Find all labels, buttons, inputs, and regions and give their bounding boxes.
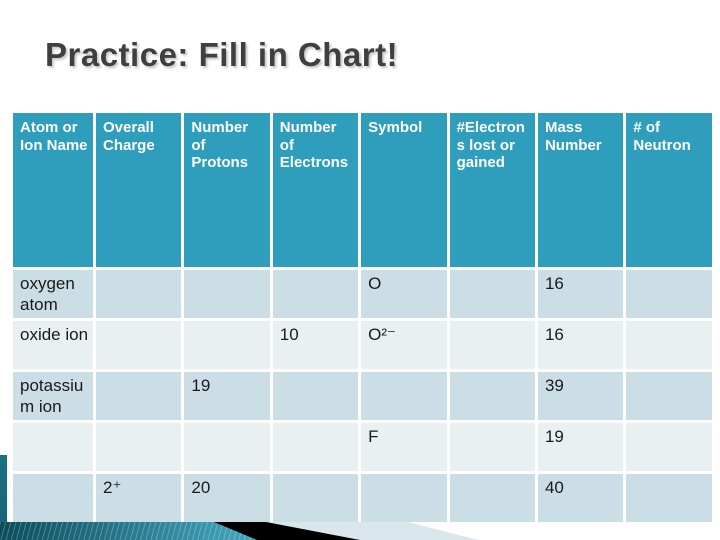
column-header-neutrons: # of Neutron — [623, 110, 715, 270]
cell-name: oxygen atom — [10, 267, 96, 321]
cell-symbol: F — [358, 420, 450, 474]
cell-protons: 20 — [181, 471, 273, 525]
cell-charge: 2⁺ — [92, 471, 185, 525]
cell-mass: 40 — [534, 471, 627, 525]
cell-lost-gained — [446, 420, 538, 474]
cell-protons: 19 — [181, 369, 273, 423]
cell-charge — [92, 420, 185, 474]
teal-stripe-band — [0, 522, 257, 540]
cell-lost-gained — [446, 369, 538, 423]
cell-lost-gained — [446, 318, 538, 372]
column-header-symbol: Symbol — [358, 110, 450, 270]
cell-neutrons — [623, 318, 715, 372]
table-row-fluorine: F 19 — [10, 420, 715, 474]
column-header-overall-charge: Overall Charge — [92, 110, 185, 270]
cell-neutrons — [623, 471, 715, 525]
cell-mass: 19 — [534, 420, 627, 474]
table-row-oxygen-atom: oxygen atom O 16 — [10, 267, 715, 321]
cell-electrons: 10 — [269, 318, 362, 372]
table-row-calcium-ion: 2⁺ 20 40 — [10, 471, 715, 525]
cell-neutrons — [623, 267, 715, 321]
table-row-oxide-ion: oxide ion 10 O²⁻ 16 — [10, 318, 715, 372]
cell-lost-gained — [446, 267, 538, 321]
cell-electrons — [269, 369, 362, 423]
cell-name — [10, 471, 96, 525]
slide-title: Practice: Fill in Chart! — [45, 36, 399, 73]
cell-name: oxide ion — [10, 318, 96, 372]
cell-symbol: O — [358, 267, 450, 321]
cell-symbol: O²⁻ — [358, 318, 450, 372]
cell-mass: 39 — [534, 369, 627, 423]
column-header-atom-name: Atom or Ion Name — [10, 110, 96, 270]
header-row: Atom or Ion Name Overall Charge Number o… — [10, 110, 715, 270]
cell-charge — [92, 369, 185, 423]
cell-electrons — [269, 471, 362, 525]
fill-in-chart-table: Atom or Ion Name Overall Charge Number o… — [10, 110, 715, 525]
column-header-protons: Number of Protons — [181, 110, 273, 270]
cell-mass: 16 — [534, 318, 627, 372]
column-header-electrons: Number of Electrons — [269, 110, 362, 270]
bottom-decoration-band — [0, 522, 720, 540]
column-header-electrons-lost-gained: #Electrons lost or gained — [446, 110, 538, 270]
cell-neutrons — [623, 420, 715, 474]
left-accent-bar — [0, 455, 7, 540]
cell-name — [10, 420, 96, 474]
cell-neutrons — [623, 369, 715, 423]
cell-symbol — [358, 471, 450, 525]
cell-name: potassium ion — [10, 369, 96, 423]
table-row-potassium-ion: potassium ion 19 39 — [10, 369, 715, 423]
cell-mass: 16 — [534, 267, 627, 321]
cell-protons — [181, 420, 273, 474]
cell-protons — [181, 318, 273, 372]
cell-electrons — [269, 267, 362, 321]
cell-symbol — [358, 369, 450, 423]
column-header-mass-number: Mass Number — [534, 110, 627, 270]
cell-charge — [92, 267, 185, 321]
cell-charge — [92, 318, 185, 372]
cell-protons — [181, 267, 273, 321]
cell-electrons — [269, 420, 362, 474]
cell-lost-gained — [446, 471, 538, 525]
